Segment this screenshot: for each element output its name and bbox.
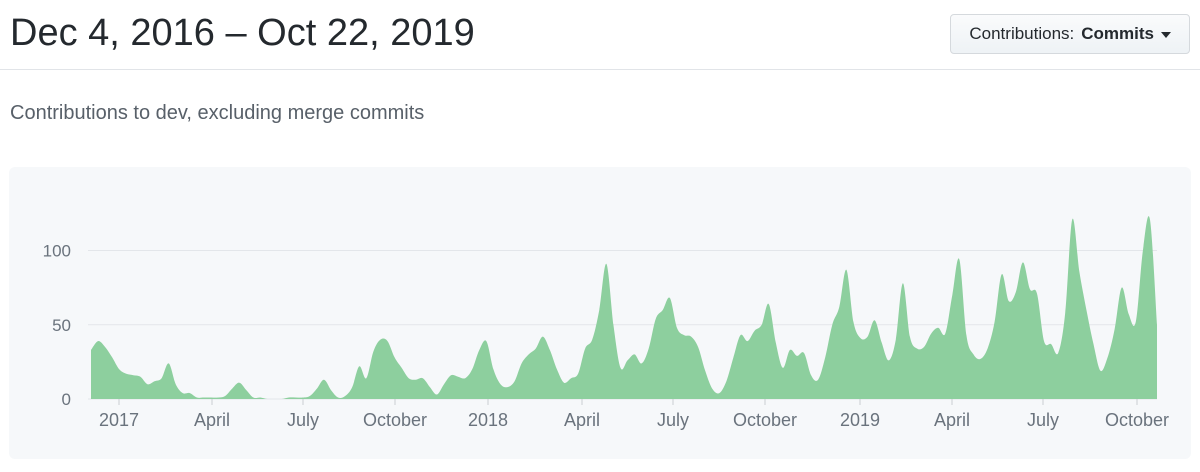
x-axis-label-4: 2018 [468, 410, 508, 430]
filter-button-label: Contributions: [969, 24, 1075, 43]
x-axis-label-9: April [934, 410, 970, 430]
x-axis-label-11: October [1105, 410, 1169, 430]
x-axis-label-3: October [363, 410, 427, 430]
y-axis-label-0: 0 [62, 390, 71, 409]
x-axis-label-1: April [194, 410, 230, 430]
filter-button-selected-value: Commits [1081, 24, 1154, 43]
x-axis-label-0: 2017 [99, 410, 139, 430]
page-header: Dec 4, 2016 – Oct 22, 2019 Contributions… [0, 0, 1200, 70]
x-axis-label-10: July [1027, 410, 1059, 430]
commit-activity-chart-panel: 0 50 100 2017 April July October 2018 April July O… [9, 166, 1191, 459]
y-axis-label-100: 100 [43, 241, 71, 260]
x-axis-label-6: July [657, 410, 689, 430]
x-axis-label-8: 2019 [840, 410, 880, 430]
x-axis-label-5: April [564, 410, 600, 430]
x-axis-label-2: July [287, 410, 319, 430]
commit-activity-area-chart: 0 50 100 2017 April July October 2018 April July O… [43, 215, 1169, 430]
y-axis-label-50: 50 [52, 315, 71, 334]
chart-subtitle: Contributions to dev, excluding merge co… [10, 101, 425, 124]
x-axis-label-7: October [733, 410, 797, 430]
caret-down-icon [1161, 32, 1171, 38]
contributions-filter-button[interactable]: Contributions: Commits [950, 14, 1190, 54]
date-range-title: Dec 4, 2016 – Oct 22, 2019 [10, 12, 475, 54]
contributors-graph-page: Dec 4, 2016 – Oct 22, 2019 Contributions… [0, 0, 1200, 459]
commits-area-series [91, 215, 1157, 399]
